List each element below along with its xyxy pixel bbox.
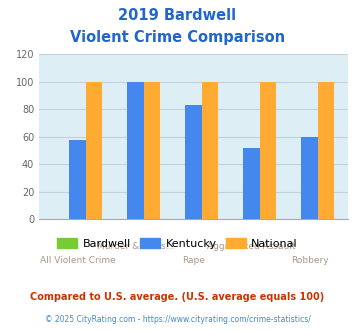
Text: Rape: Rape	[182, 255, 205, 265]
Bar	[260, 82, 276, 219]
Text: Murder & Mans...: Murder & Mans...	[97, 242, 174, 251]
Text: 2019 Bardwell: 2019 Bardwell	[119, 8, 236, 23]
Legend: Bardwell, Kentucky, National: Bardwell, Kentucky, National	[53, 234, 302, 253]
Text: All Violent Crime: All Violent Crime	[39, 255, 115, 265]
Bar	[202, 82, 218, 219]
Bar	[318, 82, 334, 219]
Text: Violent Crime Comparison: Violent Crime Comparison	[70, 30, 285, 45]
Text: © 2025 CityRating.com - https://www.cityrating.com/crime-statistics/: © 2025 CityRating.com - https://www.city…	[45, 315, 310, 324]
Text: Aggravated Assault: Aggravated Assault	[207, 242, 296, 251]
Text: Robbery: Robbery	[291, 255, 328, 265]
Bar	[127, 82, 143, 219]
Bar	[143, 82, 160, 219]
Bar	[244, 148, 260, 219]
Bar	[301, 137, 318, 219]
Bar	[185, 105, 202, 219]
Bar	[69, 140, 86, 219]
Text: Compared to U.S. average. (U.S. average equals 100): Compared to U.S. average. (U.S. average …	[31, 292, 324, 302]
Bar	[86, 82, 102, 219]
